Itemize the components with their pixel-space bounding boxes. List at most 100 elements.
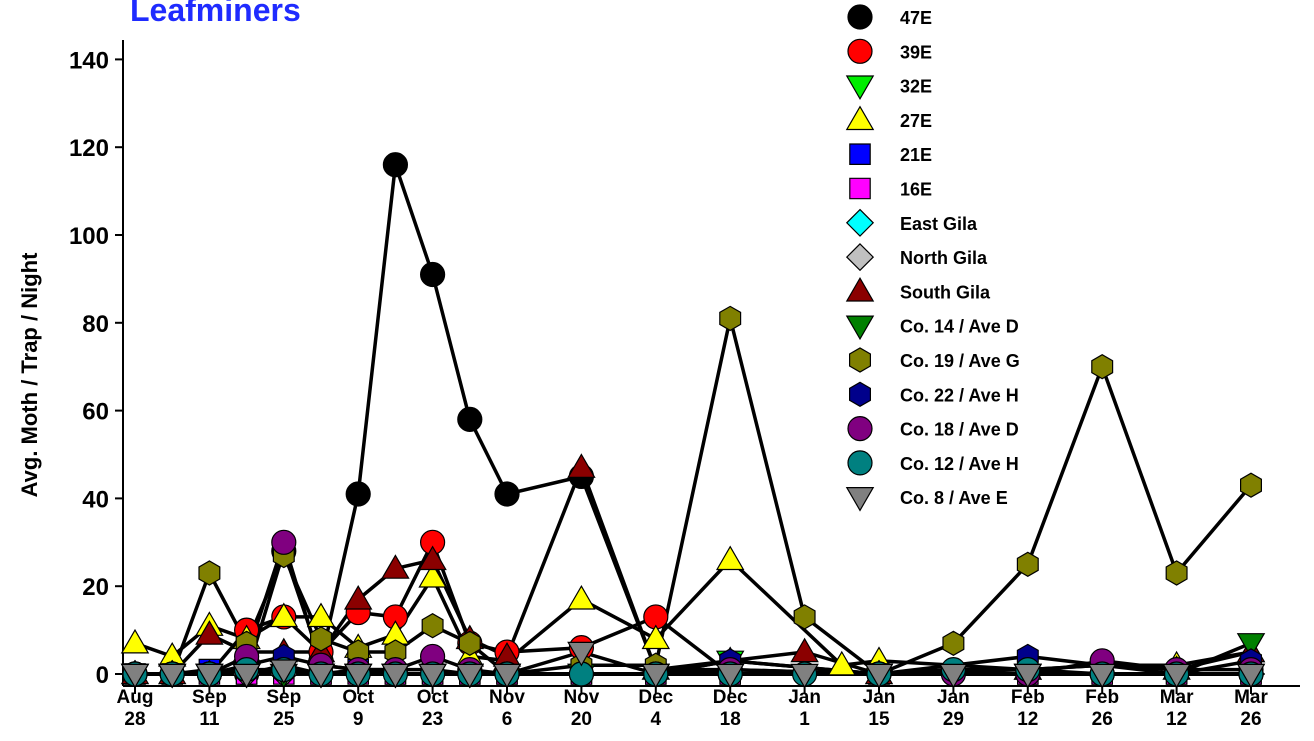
series-line-12 (135, 540, 1251, 676)
data-point (195, 663, 224, 689)
x-tick-label: 9 (353, 709, 364, 730)
data-point (269, 659, 299, 684)
data-point (418, 563, 447, 588)
data-point (157, 663, 187, 689)
legend-label: 16E (900, 180, 932, 200)
data-point (1091, 354, 1114, 380)
data-point (381, 554, 410, 579)
series-lines (134, 163, 1253, 676)
series-line-10 (135, 316, 1253, 676)
data-point (719, 305, 742, 332)
x-tick-label: Sep (192, 687, 227, 708)
x-tick-label: Jan (788, 687, 821, 708)
x-tick-label: Oct (342, 687, 374, 708)
x-tick-label: Jan (863, 687, 896, 708)
legend-marker (847, 38, 873, 64)
data-point (641, 663, 671, 689)
legend-marker (848, 381, 872, 407)
data-point (269, 602, 299, 628)
legend-marker (845, 315, 875, 341)
data-point (715, 545, 745, 571)
data-point (421, 613, 444, 639)
legend-label: 21E (900, 145, 932, 165)
y-tick-label: 80 (82, 311, 109, 338)
y-tick-label: 120 (69, 135, 109, 162)
x-tick-label: 11 (199, 709, 220, 730)
data-point (715, 663, 745, 689)
legend-marker (845, 277, 875, 302)
x-tick-label: 4 (651, 709, 662, 730)
x-tick-label: 26 (1092, 709, 1113, 730)
y-tick-label: 140 (69, 47, 109, 74)
data-point (939, 663, 968, 689)
data-point (271, 529, 297, 555)
x-tick-label: 25 (273, 709, 295, 730)
data-point (1236, 633, 1266, 658)
legend-label: Co. 22 / Ave H (900, 385, 1019, 405)
data-point (641, 624, 671, 650)
x-tick-label: Feb (1085, 687, 1119, 708)
x-tick-label: Feb (1011, 687, 1045, 708)
data-point (1165, 560, 1188, 586)
data-point (864, 663, 894, 689)
legend-marker (845, 75, 875, 100)
legend-marker (848, 347, 872, 373)
data-point (1087, 663, 1117, 689)
legend-label: Co. 12 / Ave H (900, 454, 1019, 474)
x-tick-label: 1 (799, 709, 810, 730)
legend-label: Co. 19 / Ave G (900, 351, 1020, 371)
data-point (492, 663, 522, 689)
data-point (793, 604, 816, 630)
x-tick-label: Jan (937, 687, 970, 708)
x-tick-label: 28 (124, 709, 145, 730)
y-tick-label: 60 (82, 399, 109, 426)
legend-label: 32E (900, 77, 932, 97)
legend-marker (845, 208, 875, 237)
legend-marker (845, 243, 875, 272)
data-point (418, 545, 447, 571)
data-point (1013, 663, 1043, 689)
x-tick-label: 26 (1240, 709, 1261, 730)
x-tick-label: 6 (502, 709, 513, 730)
legend-label: 27E (900, 111, 932, 131)
x-tick-label: Nov (563, 687, 599, 708)
series-markers (120, 152, 1266, 689)
legend-marker (847, 4, 873, 30)
data-point (567, 453, 596, 478)
data-point (494, 481, 520, 507)
data-point (458, 630, 481, 656)
data-point (306, 663, 336, 689)
x-tick-label: Nov (489, 687, 525, 708)
legend-label: North Gila (900, 248, 988, 268)
data-point (343, 663, 373, 689)
x-tick-label: 12 (1166, 709, 1187, 730)
data-point (1236, 663, 1266, 689)
data-point (343, 585, 373, 610)
x-tick-label: Sep (266, 687, 301, 708)
x-tick-label: 29 (943, 709, 964, 730)
legend-marker (849, 177, 871, 200)
x-tick-label: 15 (868, 709, 890, 730)
data-point (790, 663, 819, 689)
y-tick-label: 20 (82, 574, 109, 601)
data-point (382, 152, 408, 178)
x-tick-label: Oct (417, 687, 449, 708)
x-tick-label: Dec (713, 687, 748, 708)
data-point (827, 650, 857, 676)
x-tick-label: 23 (422, 709, 443, 730)
x-tick-label: Mar (1234, 687, 1268, 708)
x-tick-label: 12 (1017, 709, 1038, 730)
legend-marker (845, 105, 875, 131)
data-point (567, 641, 596, 667)
legend-label: 47E (900, 8, 932, 28)
legend-marker (849, 143, 871, 165)
data-point (790, 637, 819, 663)
legend-label: East Gila (900, 214, 978, 234)
data-point (420, 261, 446, 288)
data-point (1239, 472, 1263, 498)
x-tick-label: 20 (571, 709, 592, 730)
y-tick-label: 40 (82, 486, 109, 513)
data-point (942, 630, 965, 656)
chart-title: Leafminers (130, 0, 301, 28)
